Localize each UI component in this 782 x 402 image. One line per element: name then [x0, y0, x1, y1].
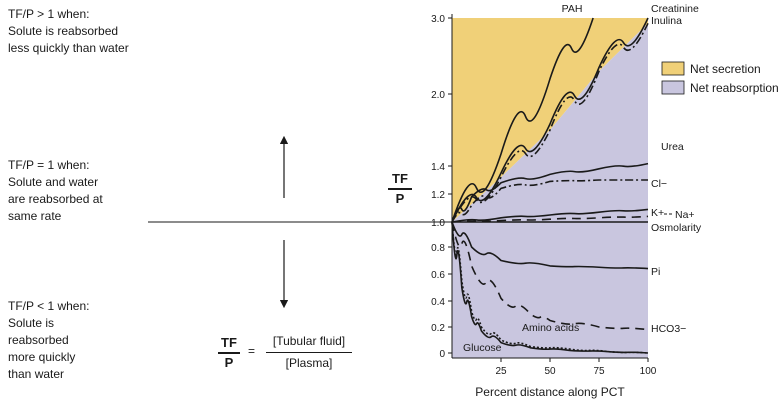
note-line: TF/P < 1 when: — [8, 299, 90, 313]
y-tick-label: 2.0 — [431, 90, 445, 101]
note-line: less quickly than water — [8, 41, 129, 55]
note-line: than water — [8, 367, 65, 381]
series-line-0 — [451, 17, 594, 223]
formula-rhs-top: [Tubular fluid] — [272, 334, 346, 348]
y-tick-label: 1.0 — [431, 218, 445, 229]
x-tick-label: 100 — [640, 366, 657, 377]
series-line-11 — [451, 221, 649, 354]
series-line-5 — [451, 208, 649, 223]
note-line: TF/P = 1 when: — [8, 158, 90, 172]
formula-lhs-bottom: P — [224, 355, 234, 370]
y-tick-label: 0.6 — [431, 270, 445, 281]
note-tfp-greater: TF/P > 1 when: Solute is reabsorbed less… — [8, 6, 129, 57]
series-label: Pi — [651, 266, 660, 278]
series-label: Inulina — [651, 15, 682, 27]
series-line-2 — [451, 22, 649, 223]
series-line-3 — [451, 162, 649, 223]
legend-label: Net secretion — [690, 62, 761, 76]
y-tick-label: 0.2 — [431, 323, 445, 334]
x-tick-label: 50 — [544, 366, 556, 377]
series-label: K+ — [651, 207, 664, 219]
note-line: TF/P > 1 when: — [8, 7, 90, 21]
series-label: Creatinine — [651, 3, 699, 15]
note-line: reabsorbed — [8, 333, 69, 347]
legend-label: Net reabsorption — [690, 81, 779, 95]
note-line: same rate — [8, 209, 62, 223]
net-reabsorption-region — [452, 18, 648, 358]
note-tfp-equal: TF/P = 1 when: Solute and water are reab… — [8, 157, 103, 225]
net-secretion-region — [452, 18, 648, 358]
legend-swatch — [661, 61, 685, 76]
axis-symbol-top: TF — [392, 171, 408, 186]
formula-equals: = — [248, 344, 256, 358]
x-tick-label: 25 — [495, 366, 507, 377]
formula-rhs-bottom: [Plasma] — [285, 356, 333, 370]
series-label: Osmolarity — [651, 222, 702, 234]
x-tick-label: 75 — [593, 366, 605, 377]
formula-lhs-top: TF — [221, 335, 237, 350]
note-line: Solute is reabsorbed — [8, 24, 119, 38]
series-label: HCO3− — [651, 323, 686, 335]
series-label: Glucose — [463, 342, 502, 354]
formula-lhs-fraction-bar — [218, 352, 240, 354]
series-label: Urea — [661, 141, 684, 153]
series-line-6 — [451, 215, 649, 223]
series-label: Na+ — [675, 209, 695, 221]
y-tick-label: 3.0 — [431, 14, 445, 25]
series-line-4 — [451, 179, 648, 223]
y-tick-label: 1.2 — [431, 190, 445, 201]
note-tfp-less: TF/P < 1 when: Solute is reabsorbed more… — [8, 298, 90, 383]
note-line: Solute is — [8, 316, 55, 330]
series-line-1 — [451, 17, 649, 223]
series-label: PAH — [562, 3, 583, 15]
note-line: more quickly — [8, 350, 76, 364]
note-line: are reabsorbed at — [8, 192, 103, 206]
y-tick-label: 1.4 — [431, 162, 445, 173]
y-tick-label: 0.8 — [431, 243, 445, 254]
y-tick-label: 0 — [439, 349, 445, 360]
x-axis-label: Percent distance along PCT — [475, 385, 625, 399]
note-line: Solute and water — [8, 175, 99, 189]
axis-symbol-fraction-bar — [388, 188, 412, 190]
formula-rhs-fraction-bar — [266, 352, 352, 353]
y-tick-label: 0.4 — [431, 297, 445, 308]
series-label: Cl− — [651, 178, 667, 190]
series-line-9 — [451, 221, 649, 331]
legend-swatch — [661, 80, 685, 95]
axis-symbol-bottom: P — [395, 191, 405, 206]
series-label: Amino acids — [522, 322, 579, 334]
series-line-8 — [451, 221, 649, 270]
